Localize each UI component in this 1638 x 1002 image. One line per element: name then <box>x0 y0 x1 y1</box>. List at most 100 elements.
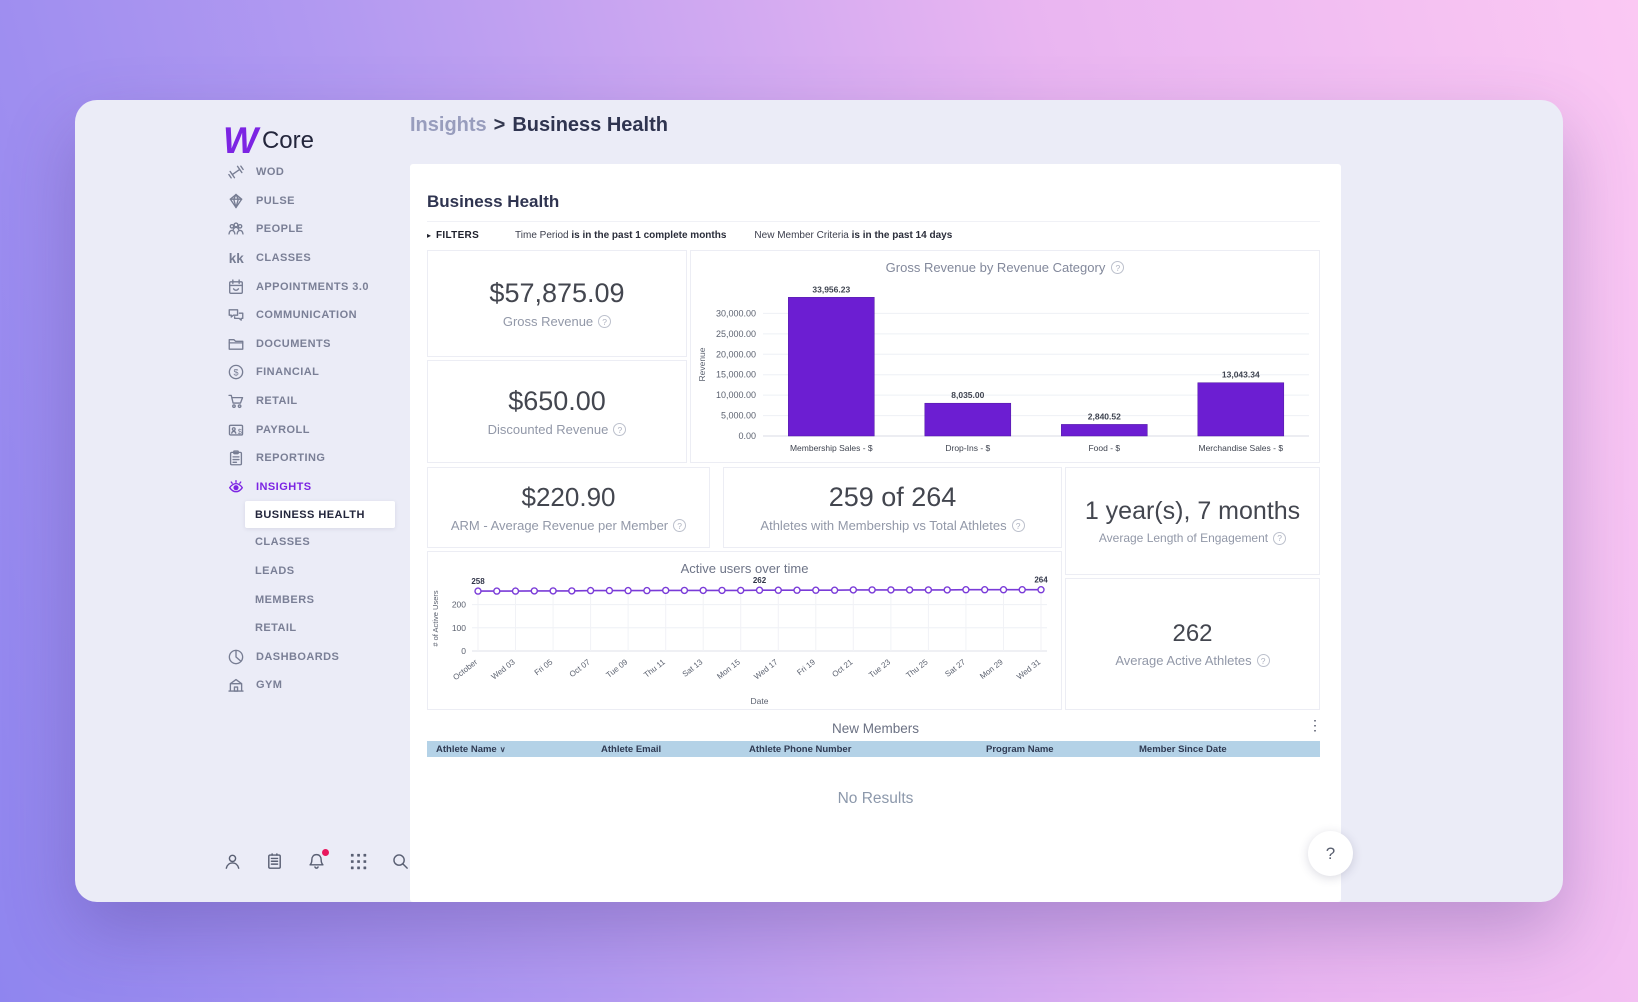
bar-chart[interactable]: 0.00 5,000.00 10,000.00 15,000.00 20,000.00 2… <box>691 275 1319 462</box>
chat-icon <box>227 306 245 324</box>
kpi-value: 259 of 264 <box>828 482 957 512</box>
notes-icon[interactable] <box>265 852 284 871</box>
breadcrumb-separator: > <box>493 114 506 136</box>
breadcrumb-insights[interactable]: Insights <box>410 114 487 136</box>
notifications-icon[interactable] <box>307 849 329 871</box>
svg-text:Thu 25: Thu 25 <box>904 657 930 680</box>
sidebar-item-label: PULSE <box>256 194 295 207</box>
svg-text:Wed 31: Wed 31 <box>1015 657 1043 681</box>
content-card: Business Health ▸ FILTERS Time Period is… <box>410 164 1341 902</box>
sidebar-item-label: REPORTING <box>256 452 326 465</box>
info-icon[interactable] <box>673 519 687 532</box>
svg-text:8,035.00: 8,035.00 <box>951 390 984 400</box>
sidebar-footer <box>223 849 410 871</box>
sidebar-item-classes[interactable]: kk CLASSES <box>75 244 410 273</box>
filters-bar: ▸ FILTERS Time Period is in the past 1 c… <box>427 230 980 241</box>
info-icon[interactable] <box>598 315 612 328</box>
table-title: New Members <box>831 721 920 736</box>
app-window: W Core WOD PULSE PEOPLE kk CLASSES APPOINTMEN… <box>75 100 1563 902</box>
sidebar-item-retail[interactable]: RETAIL <box>75 614 410 643</box>
sidebar-item-pulse[interactable]: PULSE <box>75 187 410 216</box>
svg-text:Merchandise Sales - $: Merchandise Sales - $ <box>1199 443 1284 453</box>
sidebar-item-retail[interactable]: RETAIL <box>75 387 410 416</box>
svg-text:Food - $: Food - $ <box>1088 443 1120 453</box>
svg-text:Date: Date <box>751 696 769 706</box>
kebab-menu-icon[interactable]: ⋮ <box>1308 717 1322 733</box>
sidebar-item-dashboards[interactable]: DASHBOARDS <box>75 643 410 672</box>
svg-text:30,000.00: 30,000.00 <box>716 308 756 318</box>
info-icon[interactable] <box>1256 654 1270 667</box>
svg-text:264: 264 <box>1034 576 1048 585</box>
kpi-engagement: 1 year(s), 7 months Average Length of En… <box>1065 467 1320 575</box>
svg-text:0.00: 0.00 <box>738 431 756 441</box>
kpi-value: $220.90 <box>521 482 616 512</box>
table-column-program-name[interactable]: Program Name <box>986 743 1054 755</box>
page-title: Business Health <box>427 192 560 211</box>
sidebar-item-insights[interactable]: INSIGHTS <box>75 473 410 502</box>
search-icon[interactable] <box>391 852 410 871</box>
info-icon[interactable] <box>1111 261 1125 274</box>
kpi-label: Athletes with Membership vs Total Athlet… <box>760 518 1025 533</box>
filters-expand-icon: ▸ <box>427 231 432 240</box>
sidebar-item-label: GYM <box>256 679 283 692</box>
kpi-gross-revenue: $57,875.09 Gross Revenue <box>427 250 687 357</box>
sidebar-item-payroll[interactable]: $ PAYROLL <box>75 415 410 444</box>
sidebar-item-documents[interactable]: DOCUMENTS <box>75 330 410 359</box>
sidebar-item-leads[interactable]: LEADS <box>75 557 410 586</box>
sidebar-item-label: INSIGHTS <box>256 480 312 493</box>
sidebar-item-label: MEMBERS <box>255 593 315 606</box>
sidebar-item-label: PEOPLE <box>256 223 304 236</box>
app-logo[interactable]: W Core <box>223 122 314 159</box>
sidebar-item-classes[interactable]: CLASSES <box>75 528 410 557</box>
sidebar-item-reporting[interactable]: REPORTING <box>75 444 410 473</box>
instructors-icon: kk <box>227 249 245 267</box>
sidebar-item-label: RETAIL <box>256 395 298 408</box>
table-column-member-since-date[interactable]: Member Since Date <box>1139 743 1227 755</box>
svg-text:# of Active Users: # of Active Users <box>431 590 440 647</box>
svg-text:October: October <box>451 657 479 682</box>
info-icon[interactable] <box>1011 519 1025 532</box>
svg-text:Wed 17: Wed 17 <box>752 657 780 681</box>
filters-toggle[interactable]: ▸ FILTERS <box>427 230 479 241</box>
sidebar-item-members[interactable]: MEMBERS <box>75 585 410 614</box>
kpi-label: Gross Revenue <box>503 314 612 329</box>
sidebar-item-label: APPOINTMENTS 3.0 <box>256 280 369 293</box>
sidebar-item-financial[interactable]: $ FINANCIAL <box>75 358 410 387</box>
svg-text:Sat 13: Sat 13 <box>681 657 705 679</box>
sidebar-item-business-health[interactable]: BUSINESS HEALTH <box>245 501 395 529</box>
svg-text:Drop-Ins - $: Drop-Ins - $ <box>945 443 990 453</box>
apps-grid-icon[interactable] <box>349 852 368 871</box>
sidebar-item-label: CLASSES <box>256 252 312 265</box>
table-column-athlete-name[interactable]: Athlete Name ∨ <box>436 743 506 755</box>
kpi-value: $650.00 <box>508 386 606 416</box>
bar-chart-title: Gross Revenue by Revenue Category <box>691 260 1319 275</box>
sidebar-item-label: DASHBOARDS <box>256 650 340 663</box>
sidebar-item-gym[interactable]: GYM <box>75 671 410 700</box>
sidebar-item-communication[interactable]: COMMUNICATION <box>75 301 410 330</box>
info-icon[interactable] <box>613 423 627 436</box>
line-chart[interactable]: 0 100 200 October Wed 03 Fri 05 Oct 07 Tue 09 Th… <box>428 574 1061 709</box>
line-chart-title: Active users over time <box>680 561 809 576</box>
profile-icon[interactable] <box>223 852 242 871</box>
logo-text: Core <box>261 126 314 154</box>
logo-w-icon: W <box>223 120 258 161</box>
table-column-athlete-email[interactable]: Athlete Email <box>601 743 662 755</box>
sidebar-item-people[interactable]: PEOPLE <box>75 215 410 244</box>
help-button[interactable]: ? <box>1308 831 1353 876</box>
kpi-discounted-revenue: $650.00 Discounted Revenue <box>427 360 687 463</box>
sidebar-item-label: DOCUMENTS <box>256 337 331 350</box>
svg-text:Fri 19: Fri 19 <box>795 657 817 677</box>
svg-text:Thu 11: Thu 11 <box>642 657 667 679</box>
sidebar-item-appointments-3-0[interactable]: APPOINTMENTS 3.0 <box>75 272 410 301</box>
sidebar-item-wod[interactable]: WOD <box>75 158 410 187</box>
kpi-label: Discounted Revenue <box>488 422 627 437</box>
svg-text:Oct 21: Oct 21 <box>830 657 855 679</box>
svg-text:258: 258 <box>471 577 485 586</box>
table-column-athlete-phone-number[interactable]: Athlete Phone Number <box>749 743 852 755</box>
info-icon[interactable] <box>1273 531 1287 545</box>
calendar-icon <box>227 278 245 296</box>
kpi-value: 262 <box>1172 620 1213 647</box>
svg-text:Tue 09: Tue 09 <box>604 657 629 680</box>
people-icon <box>227 220 245 238</box>
